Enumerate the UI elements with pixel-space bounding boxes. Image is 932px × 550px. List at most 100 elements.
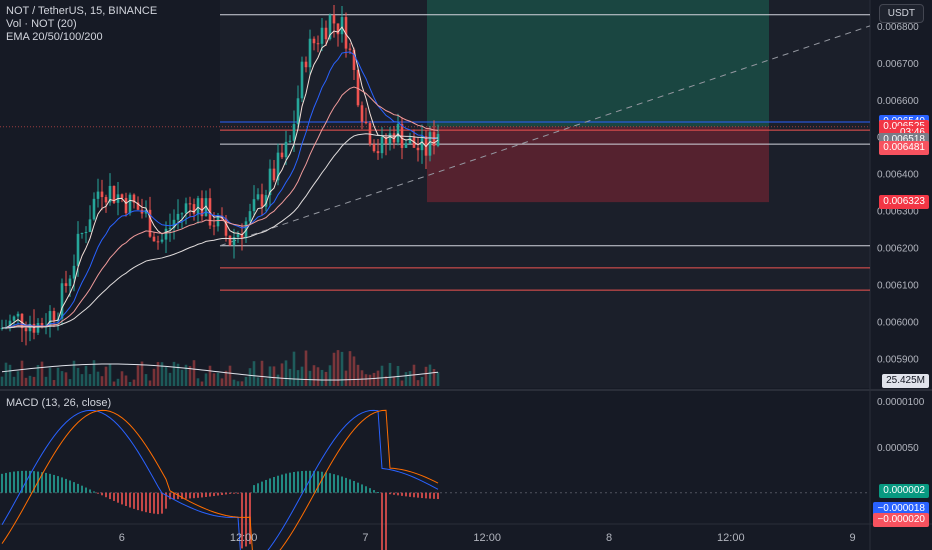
time-tick: 6 — [119, 532, 125, 544]
macd-histogram-bar — [193, 492, 195, 499]
ema-200-line — [1, 133, 439, 329]
volume-bar — [256, 377, 260, 386]
macd-histogram-bar — [337, 475, 339, 493]
candle-body — [216, 215, 220, 227]
volume-bar — [304, 350, 308, 386]
price-label-6: 0.006323 — [879, 195, 929, 210]
candle-body — [148, 209, 152, 237]
candle-body — [376, 151, 380, 154]
macd-histogram-bar — [257, 483, 259, 493]
candle-body — [380, 136, 384, 154]
macd-histogram-bar — [281, 474, 283, 493]
candle-body — [352, 49, 356, 70]
candle-body — [96, 191, 100, 199]
price-tick: 0.006700 — [877, 59, 919, 70]
volume-bar — [408, 371, 412, 386]
volume-bar — [96, 371, 100, 386]
volume-bar — [240, 381, 244, 386]
candle-body — [84, 231, 88, 234]
volume-bar — [72, 360, 76, 386]
candle-body — [292, 124, 296, 141]
candle-body — [156, 241, 160, 243]
candle-body — [100, 191, 104, 198]
candle-body — [144, 209, 148, 214]
candle-body — [388, 133, 392, 144]
symbol-label[interactable]: NOT / TetherUS, 15, BINANCE — [6, 5, 158, 17]
volume-bar — [140, 361, 144, 386]
time-tick: 9 — [850, 532, 856, 544]
macd-histogram-bar — [133, 492, 135, 509]
macd-label-2: −0.000020 — [873, 513, 929, 528]
macd-histogram-bar — [129, 492, 131, 508]
candle-body — [340, 17, 344, 35]
candle-body — [332, 14, 336, 24]
candle-body — [368, 123, 372, 145]
macd-histogram-bar — [53, 474, 55, 493]
candle-body — [68, 278, 72, 286]
volume-bar — [232, 379, 236, 386]
volume-bar — [92, 360, 96, 386]
volume-bar — [52, 380, 56, 386]
volume-bar — [164, 367, 168, 386]
macd-histogram-bar — [333, 474, 335, 493]
candle-body — [416, 147, 420, 151]
volume-bar — [8, 364, 12, 386]
volume-bar — [236, 381, 240, 386]
macd-histogram-bar — [153, 492, 155, 514]
macd-histogram-bar — [177, 492, 179, 500]
price-tick: 0.006000 — [877, 317, 919, 328]
candle-body — [428, 132, 432, 156]
volume-bar — [248, 368, 252, 386]
volume-label[interactable]: Vol · NOT (20) — [6, 18, 77, 30]
macd-histogram-bar — [321, 471, 323, 493]
macd-histogram-bar — [329, 473, 331, 493]
volume-bar — [328, 365, 332, 386]
volume-bar — [420, 376, 424, 386]
ema-label[interactable]: EMA 20/50/100/200 — [6, 31, 103, 43]
volume-bar — [244, 376, 248, 386]
macd-histogram-bar — [361, 484, 363, 493]
macd-histogram-bar — [285, 473, 287, 493]
price-tick: 0.005900 — [877, 354, 919, 365]
volume-bar — [308, 370, 312, 386]
macd-histogram-bar — [309, 470, 311, 493]
candle-body — [288, 140, 292, 142]
candle-body — [188, 203, 192, 205]
macd-histogram-bar — [185, 492, 187, 499]
currency-button[interactable]: USDT — [878, 4, 924, 23]
candle-body — [180, 213, 184, 215]
macd-histogram-bar — [161, 492, 163, 514]
price-label-7: 25.425M — [882, 374, 929, 389]
volume-bar — [424, 366, 428, 386]
candle-body — [64, 283, 68, 286]
volume-bar — [352, 356, 356, 386]
macd-histogram-bar — [41, 472, 43, 493]
candle-body — [12, 316, 16, 321]
macd-histogram-bar — [173, 492, 175, 500]
macd-legend[interactable]: MACD (13, 26, close) — [6, 397, 111, 410]
macd-histogram-bar — [125, 492, 127, 506]
volume-bar — [192, 360, 196, 386]
volume-bar — [168, 372, 172, 386]
volume-bar — [432, 369, 436, 386]
price-tick: 0.006200 — [877, 244, 919, 255]
volume-bar — [208, 365, 212, 386]
volume-bar — [212, 373, 216, 386]
ema-50-line — [1, 51, 439, 329]
candle-body — [168, 227, 172, 229]
volume-bar — [48, 367, 52, 386]
volume-bar — [296, 370, 300, 386]
macd-histogram-bar — [293, 471, 295, 493]
volume-bar — [116, 378, 120, 386]
macd-histogram-bar — [17, 471, 19, 493]
candle-body — [92, 198, 96, 220]
macd-histogram-bar — [385, 492, 387, 550]
volume-bar — [380, 365, 384, 386]
candle-body — [420, 136, 424, 151]
macd-histogram-bar — [113, 492, 115, 501]
volume-bar — [288, 368, 292, 386]
volume-bar — [416, 380, 420, 386]
volume-bar — [28, 375, 32, 386]
candle-body — [228, 235, 232, 246]
